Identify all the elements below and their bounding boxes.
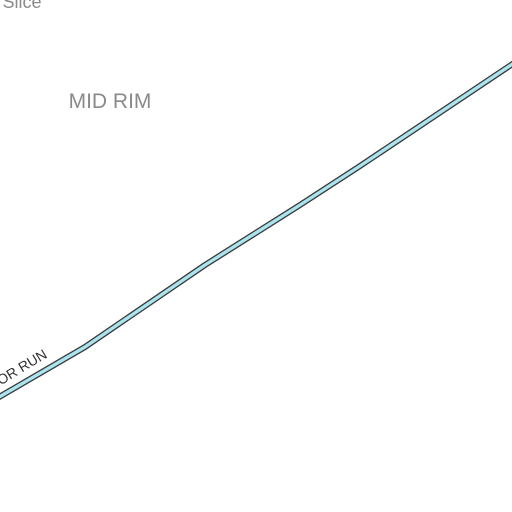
neighborhood-label: MID RIM — [69, 90, 152, 113]
road[interactable] — [0, 59, 512, 400]
road-fill — [0, 62, 512, 399]
top-fragment-label: Slice — [2, 0, 41, 12]
